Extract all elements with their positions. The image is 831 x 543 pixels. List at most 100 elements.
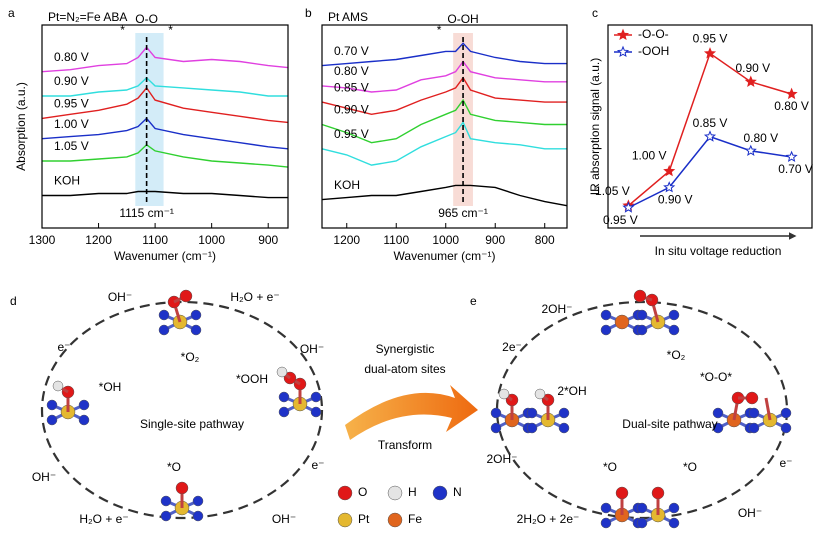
diagram-label: *O₂ xyxy=(667,348,686,362)
atom xyxy=(668,309,680,321)
x-axis-label: In situ voltage reduction xyxy=(655,244,782,258)
diagram-label: *O xyxy=(167,460,181,474)
y-axis-label: Absorption (a.u.) xyxy=(14,82,28,171)
atom xyxy=(52,380,64,392)
x-tick-label: 1200 xyxy=(85,233,112,247)
point-label: 0.70 V xyxy=(778,162,813,176)
peak-star: * xyxy=(120,23,125,37)
x-tick-label: 1100 xyxy=(142,233,168,247)
peak-star: * xyxy=(437,23,442,37)
atom xyxy=(558,422,570,434)
spectrum-line xyxy=(321,121,567,166)
diagram-label: Dual-site pathway xyxy=(622,417,717,431)
peak-group: O-OH xyxy=(447,12,478,26)
point-label: 0.90 V xyxy=(735,61,770,75)
star-marker xyxy=(744,75,757,87)
point-label: 1.05 V xyxy=(595,184,630,198)
atom xyxy=(160,510,172,522)
diagram-label: *O xyxy=(603,460,617,474)
series-label: 0.95 V xyxy=(334,127,369,141)
center-label: Transform xyxy=(378,438,432,452)
peak-label: 965 cm⁻¹ xyxy=(438,206,488,220)
atom xyxy=(490,407,502,419)
diagram-label: *OH xyxy=(99,380,122,394)
series-label: 0.90 V xyxy=(334,103,369,117)
legend-label: H xyxy=(408,485,417,499)
atom xyxy=(668,324,680,336)
series-label: KOH xyxy=(334,178,360,192)
atom xyxy=(46,414,58,426)
atom xyxy=(526,422,538,434)
spectrum-line xyxy=(41,117,289,150)
atom xyxy=(490,422,502,434)
spectrum-line xyxy=(321,98,567,144)
series-label: 1.05 V xyxy=(54,139,89,153)
atom xyxy=(78,399,90,411)
spectrum-line xyxy=(321,184,568,207)
peak-band xyxy=(135,33,164,206)
plot-frame xyxy=(607,24,813,229)
diagram-label: *OOH xyxy=(236,372,268,386)
atom xyxy=(337,512,353,528)
panel-letter: b xyxy=(305,6,312,20)
diagram-label: e⁻ xyxy=(311,458,324,472)
diagram-label: H₂O + e⁻ xyxy=(79,512,128,526)
center-label: dual-atom sites xyxy=(364,362,445,376)
atom xyxy=(534,388,546,400)
spectrum-line xyxy=(42,143,289,168)
diagram-label: 2e⁻ xyxy=(502,340,522,354)
series-label: 0.95 V xyxy=(54,97,89,111)
atom xyxy=(46,399,58,411)
x-tick-label: 1300 xyxy=(29,233,56,247)
point-label: 0.80 V xyxy=(743,131,778,145)
legend-label: -O-O- xyxy=(638,27,669,41)
cycle-d xyxy=(40,300,324,520)
diagram-label: *O₂ xyxy=(181,350,200,364)
legend-label: Fe xyxy=(408,512,422,526)
diagram-label: OH⁻ xyxy=(108,290,132,304)
transform-arrow xyxy=(345,385,478,440)
atom xyxy=(158,324,170,336)
diagram-label: OH⁻ xyxy=(32,470,56,484)
y-axis-label: IR absorption signal (a.u.) xyxy=(588,58,602,195)
atom xyxy=(745,391,759,405)
panel-letter: e xyxy=(470,294,477,308)
panel-annotation: Pt=N₂=Fe ABA xyxy=(48,10,127,24)
center-label: Synergistic xyxy=(376,342,435,356)
atom xyxy=(192,495,204,507)
atom xyxy=(600,309,612,321)
atom xyxy=(190,309,202,321)
diagram-label: Single-site pathway xyxy=(140,417,244,431)
spectrum-line xyxy=(321,42,567,67)
x-tick-label: 900 xyxy=(258,233,278,247)
peak-label: 1115 cm⁻¹ xyxy=(119,206,174,220)
atom xyxy=(636,309,648,321)
panel-letter: c xyxy=(592,6,598,20)
atom xyxy=(276,366,288,378)
atom xyxy=(636,324,648,336)
series-label: 0.80 V xyxy=(54,50,89,64)
atom xyxy=(636,502,648,514)
atom xyxy=(558,407,570,419)
x-tick-label: 1200 xyxy=(333,233,360,247)
atom xyxy=(498,388,510,400)
spectrum-line xyxy=(321,76,567,116)
legend-label: N xyxy=(453,485,462,499)
star-marker xyxy=(785,87,798,100)
panel-annotation: Pt AMS xyxy=(328,10,368,24)
diagram-label: *O xyxy=(683,460,697,474)
star-marker xyxy=(663,164,676,177)
series-label: 0.85 V xyxy=(334,80,369,94)
spectrum-line xyxy=(42,190,288,199)
atom xyxy=(600,502,612,514)
atom xyxy=(748,407,760,419)
x-tick-label: 1000 xyxy=(198,233,225,247)
atom xyxy=(278,406,290,418)
atom xyxy=(748,422,760,434)
x-axis-label: Wavenumer (cm⁻¹) xyxy=(114,249,216,263)
x-tick-label: 1100 xyxy=(383,233,409,247)
atom xyxy=(712,422,724,434)
diagram-label: OH⁻ xyxy=(300,342,324,356)
spectrum-line xyxy=(321,60,567,93)
point-label: 0.95 V xyxy=(603,213,638,227)
